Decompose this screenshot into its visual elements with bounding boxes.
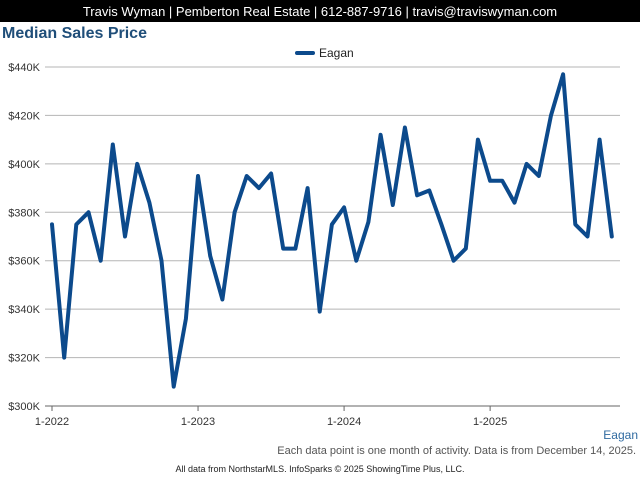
axes: [45, 405, 620, 411]
data-point: [318, 309, 322, 314]
chart-title: Median Sales Price: [2, 25, 147, 42]
series-line-eagan: [50, 72, 614, 389]
legend-swatch: [295, 51, 315, 55]
y-tick-label: $420K: [8, 110, 40, 122]
data-point: [184, 317, 188, 321]
data-point: [403, 125, 407, 130]
data-point: [293, 247, 297, 251]
data-point: [366, 220, 371, 224]
data-point: [232, 210, 237, 214]
data-point: [269, 171, 273, 176]
data-point: [330, 222, 334, 226]
series-layer: [50, 72, 614, 389]
data-point: [500, 179, 504, 183]
y-tick-label: $360K: [8, 256, 40, 268]
data-point: [378, 133, 383, 137]
data-point: [354, 259, 358, 263]
data-point: [464, 247, 468, 251]
data-point: [208, 254, 212, 258]
contact-banner: Travis Wyman | Pemberton Real Estate | 6…: [0, 0, 640, 22]
x-tick-label: 1-2022: [35, 416, 69, 428]
data-point: [573, 222, 577, 226]
data-point: [62, 355, 66, 360]
data-point: [147, 201, 151, 205]
x-tick-label: 1-2024: [327, 416, 361, 428]
data-point: [159, 259, 164, 263]
data-point: [342, 205, 346, 210]
data-point: [598, 138, 602, 142]
data-point: [415, 193, 419, 197]
data-point: [50, 222, 54, 226]
data-source: All data from NorthstarMLS. InfoSparks ©…: [175, 464, 465, 474]
data-point: [549, 113, 553, 118]
x-tick-label: 1-2023: [181, 416, 215, 428]
legend[interactable]: Eagan: [295, 46, 354, 60]
y-tick-label: $320K: [8, 353, 40, 365]
data-point: [452, 259, 456, 263]
data-point: [123, 234, 127, 239]
data-point: [281, 247, 285, 251]
y-tick-label: $440K: [8, 62, 40, 74]
data-point: [135, 162, 139, 166]
data-point: [305, 186, 310, 190]
data-point: [525, 162, 529, 166]
data-point: [257, 186, 261, 190]
data-point: [220, 297, 224, 302]
data-point: [476, 138, 480, 142]
legend-label: Eagan: [319, 46, 354, 60]
data-point: [74, 222, 78, 226]
y-tick-label: $400K: [8, 159, 40, 171]
data-point: [245, 174, 249, 178]
y-tick-label: $340K: [8, 304, 40, 316]
data-point: [512, 201, 517, 205]
x-tick-label: 1-2025: [473, 416, 507, 428]
tick-labels: $300K $320K $340K $360K $380K $400K $420K $440K…: [8, 62, 507, 428]
data-point: [427, 188, 431, 193]
data-point: [537, 174, 541, 178]
data-point: [196, 174, 200, 178]
data-point: [439, 222, 444, 226]
data-point: [111, 142, 115, 147]
data-point: [488, 179, 492, 183]
grid-lines: [45, 66, 620, 359]
data-point: [561, 72, 565, 76]
data-point: [99, 259, 103, 263]
data-point: [610, 234, 614, 239]
y-tick-label: $380K: [8, 207, 40, 219]
series-end-label: Eagan: [603, 428, 638, 442]
contact-banner-text: Travis Wyman | Pemberton Real Estate | 6…: [82, 3, 558, 19]
data-point: [86, 210, 91, 214]
data-footnote: Each data point is one month of activity…: [277, 445, 636, 457]
y-tick-label: $300K: [8, 401, 40, 413]
data-point: [172, 385, 176, 389]
data-point: [391, 203, 395, 207]
data-point: [585, 234, 590, 239]
